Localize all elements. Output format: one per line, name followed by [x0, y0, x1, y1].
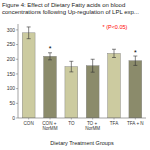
x-tick-label: TFA	[110, 121, 119, 126]
error-cap	[48, 59, 52, 60]
error-line	[50, 53, 51, 60]
x-axis-label: Dietary Treatment Groups	[50, 140, 114, 146]
x-tick-label-line: TFA + N	[127, 121, 144, 126]
y-tick-label: 0	[12, 115, 15, 121]
x-tick-label: CON + NorMM	[42, 121, 57, 131]
x-tick-label: TFA + N	[127, 121, 144, 126]
title: Figure 4: Effect of Dietary Fatty acids …	[2, 2, 125, 8]
x-tick-label-line: NorMM	[85, 126, 100, 131]
x-tick	[28, 118, 29, 120]
error-line	[92, 59, 93, 72]
error-line	[135, 56, 136, 65]
x-tick-label-line: TFA	[110, 121, 119, 126]
y-tick-label: 200	[7, 56, 16, 62]
error-bar	[48, 53, 52, 60]
x-tick	[92, 118, 93, 120]
error-cap	[69, 61, 73, 62]
marks	[22, 27, 141, 118]
error-cap	[112, 49, 116, 50]
error-cap	[69, 71, 73, 72]
error-line	[28, 27, 29, 39]
error-cap	[27, 26, 31, 27]
y-tick-label: 150	[7, 71, 16, 77]
bar	[129, 61, 142, 118]
error-line	[114, 49, 115, 57]
error-bar	[69, 61, 73, 72]
error-bar	[112, 49, 116, 57]
x-tick-label: CON	[24, 121, 34, 126]
y-tick-label: 50	[9, 100, 15, 106]
error-bar	[91, 59, 95, 72]
y-tick-label: 300	[7, 27, 16, 33]
x-tick	[114, 118, 115, 120]
error-cap	[27, 38, 31, 39]
x-axis	[18, 118, 146, 119]
bar	[108, 53, 121, 118]
x-tick	[135, 118, 136, 120]
significance-label: *	[134, 49, 137, 56]
x-tick-label-line: CON	[24, 121, 34, 126]
x-tick-label: TO + NorMM	[85, 121, 100, 131]
error-cap	[48, 52, 52, 53]
subtitle: concentrations following Up-regulation o…	[2, 9, 139, 15]
chart: Figure 4: Effect of Dietary Fatty acids …	[0, 0, 150, 150]
x-tick-label-line: NorMM	[42, 126, 57, 131]
x-tick	[50, 118, 51, 120]
bar	[22, 33, 35, 118]
annotation: * (P<0.05)	[102, 24, 127, 30]
error-cap	[91, 59, 95, 60]
x-tick	[71, 118, 72, 120]
error-line	[71, 61, 72, 72]
significance-label: *	[49, 45, 52, 52]
bar	[65, 67, 78, 118]
error-cap	[112, 57, 116, 58]
error-bar	[133, 56, 137, 65]
x-tick-label-line: TO	[68, 121, 75, 126]
bar	[44, 56, 57, 118]
error-bar	[27, 27, 31, 39]
y-axis	[18, 24, 19, 118]
error-cap	[133, 65, 137, 66]
y-tick-label: 250	[7, 41, 16, 47]
x-tick-label: TO	[68, 121, 75, 126]
error-cap	[91, 72, 95, 73]
error-cap	[133, 56, 137, 57]
bar	[86, 66, 99, 118]
y-tick-label: 100	[7, 85, 16, 91]
